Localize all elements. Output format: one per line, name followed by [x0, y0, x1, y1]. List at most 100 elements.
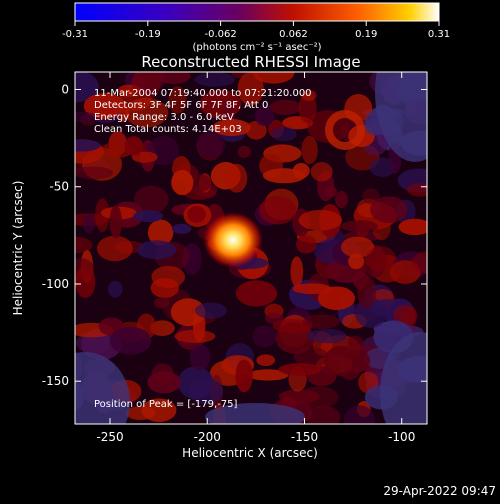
image-blob: [258, 196, 297, 225]
image-area: [75, 72, 427, 424]
image-blob: [187, 206, 206, 223]
image-blob: [109, 326, 152, 355]
image-title: Reconstructed RHESSI Image: [141, 53, 360, 71]
image-blob: [406, 183, 427, 197]
colorbar: -0.31 -0.19 -0.062 0.062 0.19 0.31 (photons c…: [62, 2, 450, 53]
image-blob: [247, 369, 289, 381]
x-tick-label: -100: [388, 430, 415, 444]
image-blob: [301, 89, 317, 102]
image-blob: [75, 265, 96, 299]
plot-frame: [74, 71, 428, 425]
image-blob: [235, 359, 253, 393]
image-blob: [75, 111, 98, 123]
image-blob: [347, 335, 364, 350]
image-blob: [310, 162, 333, 182]
image-blob: [195, 131, 226, 159]
image-blob: [75, 72, 99, 103]
image-blob: [362, 188, 380, 205]
colorbar-gradient: [74, 2, 440, 22]
colorbar-ticks: -0.31 -0.19 -0.062 0.062 0.19 0.31: [62, 21, 450, 40]
info-text-block: 11-Mar-2004 07:19:40.000 to 07:21:20.000…: [94, 88, 312, 135]
image-blob: [262, 168, 306, 184]
image-blob: [134, 185, 169, 214]
image-blob: [168, 86, 187, 114]
colorbar-tick-label: 0.31: [428, 29, 450, 40]
image-blob: [340, 236, 375, 258]
image-blob: [170, 298, 206, 327]
x-tick-label: -150: [291, 430, 318, 444]
image-blob: [109, 205, 122, 239]
image-blob: [254, 106, 275, 127]
image-blob: [271, 126, 297, 142]
image-blob: [149, 320, 175, 336]
image-blob: [237, 145, 252, 158]
image-blob: [370, 196, 408, 223]
image-blob: [324, 345, 359, 377]
image-blob: [82, 213, 95, 234]
image-blob: [245, 120, 267, 140]
image-blob: [375, 72, 427, 162]
image-blob: [296, 235, 317, 254]
image-blob: [357, 275, 377, 309]
info-line: Detectors: 3F 4F 5F 6F 7F 8F, Att 0: [94, 100, 268, 111]
colorbar-tick-label: 0.062: [279, 29, 308, 40]
image-blob: [205, 403, 305, 424]
colorbar-units-label: (photons cm⁻² s⁻¹ asec⁻²): [192, 42, 321, 53]
image-blob: [264, 312, 284, 324]
colorbar-tick-label: -0.19: [135, 29, 161, 40]
image-blob: [147, 219, 174, 246]
image-blob: [83, 93, 126, 119]
x-tick-label: -200: [194, 430, 221, 444]
image-blob: [195, 302, 227, 319]
image-blob: [171, 169, 194, 196]
image-blob: [75, 236, 93, 254]
image-blob: [253, 72, 295, 84]
image-blob: [298, 209, 343, 231]
image-blob: [341, 220, 378, 233]
image-blob: [136, 240, 177, 260]
image-blob: [272, 319, 313, 333]
image-blob: [343, 405, 375, 424]
info-line: 11-Mar-2004 07:19:40.000 to 07:21:20.000: [94, 88, 312, 99]
peak-source: [203, 212, 263, 268]
info-line: Clean Total counts: 4.14E+03: [94, 124, 242, 135]
image-blob: [302, 314, 340, 330]
image-blob: [348, 253, 365, 270]
image-blob: [237, 72, 264, 106]
image-blob: [174, 329, 216, 343]
image-blob: [75, 166, 113, 180]
y-tick-label: 0: [61, 83, 69, 97]
image-blob: [256, 354, 276, 367]
y-tick-label: -100: [42, 277, 69, 291]
image-blob: [124, 97, 169, 128]
colorbar-tick-label: -0.062: [204, 29, 236, 40]
image-blob: [252, 325, 277, 348]
image-blob: [324, 186, 337, 198]
image-blob: [411, 251, 427, 274]
image-blob: [269, 99, 302, 115]
image-blob: [393, 304, 418, 326]
y-tick-label: -150: [42, 374, 69, 388]
peak-position-text: Position of Peak = [-179,-75]: [94, 399, 238, 410]
image-blob: [306, 405, 341, 424]
image-blob: [153, 297, 170, 309]
image-blob: [290, 256, 304, 288]
y-axis-label: Heliocentric Y (arcsec): [11, 181, 25, 316]
image-blob: [307, 328, 347, 344]
image-blob: [398, 218, 427, 236]
image-blob: [189, 344, 211, 371]
info-line: Energy Range: 3.0 - 6.0 keV: [94, 112, 234, 123]
y-tick-label: -50: [49, 180, 69, 194]
image-blob: [335, 190, 348, 209]
image-blob: [235, 280, 278, 307]
image-blob: [147, 371, 182, 394]
image-blob: [278, 363, 322, 376]
image-blob: [380, 332, 427, 424]
image-blob: [151, 265, 186, 289]
colorbar-tick-label: -0.31: [62, 29, 88, 40]
image-blob: [155, 72, 191, 84]
colorbar-tick-label: 0.19: [355, 29, 377, 40]
y-axis-ticks: 0 -50 -100 -150: [42, 83, 427, 388]
x-tick-label: -250: [96, 430, 123, 444]
